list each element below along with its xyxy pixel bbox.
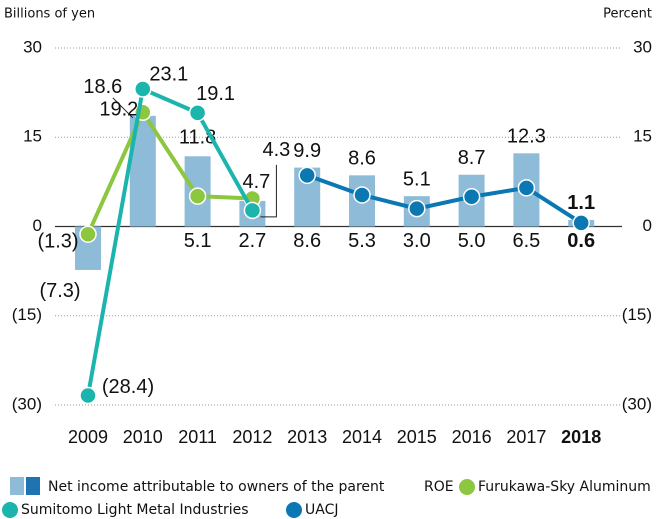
y-tick-label: 30 — [23, 37, 42, 56]
point — [572, 214, 590, 232]
x-tick-label: 2011 — [178, 427, 217, 447]
y2-tick-label: (15) — [622, 305, 652, 324]
data-label: 4.3 — [262, 139, 290, 161]
data-label: 5.1 — [403, 168, 431, 190]
legend-swatch — [459, 479, 475, 495]
y-tick-label: (15) — [12, 305, 42, 324]
line — [86, 110, 253, 236]
y-tick-label: 15 — [23, 127, 42, 146]
legend-label: Net income attributable to owners of the… — [48, 479, 385, 495]
data-label: (7.3) — [39, 280, 80, 302]
legend-label: Furukawa-Sky Aluminum — [478, 479, 651, 495]
data-label: 19.1 — [196, 83, 235, 105]
point — [188, 104, 207, 122]
legend-swatch — [286, 502, 302, 518]
y-tick-label: (30) — [12, 394, 42, 413]
data-label: 5.1 — [184, 230, 212, 252]
data-label: 9.9 — [293, 140, 321, 162]
data-label: 8.6 — [348, 148, 376, 170]
y2-tick-label: 15 — [633, 127, 652, 146]
legend-label: Sumitomo Light Metal Industries — [21, 502, 249, 518]
data-label: 5.3 — [348, 230, 376, 252]
leader-line — [260, 164, 277, 218]
x-tick-label: 2009 — [68, 427, 108, 447]
y2-tick-label: 0 — [643, 216, 652, 235]
x-tick-label: 2018 — [561, 427, 601, 447]
y2-tick-label: 30 — [633, 37, 652, 56]
x-tick-label: 2013 — [287, 427, 327, 447]
data-label: 12.3 — [507, 126, 546, 148]
data-label: 5.0 — [458, 230, 486, 252]
data-label: (1.3) — [37, 231, 78, 253]
y2-tick-label: (30) — [622, 394, 652, 413]
point — [408, 199, 426, 218]
point — [79, 386, 97, 405]
point — [134, 80, 152, 98]
point — [517, 179, 536, 197]
data-label: 4.7 — [242, 171, 270, 193]
data-label: 2.7 — [238, 230, 266, 252]
x-tick-label: 2014 — [342, 427, 382, 447]
x-tick-label: 2012 — [232, 427, 272, 447]
data-label: 3.0 — [403, 230, 431, 252]
point — [298, 166, 316, 185]
legend-swatch — [26, 477, 40, 495]
point — [462, 188, 481, 206]
y-axis-label: Billions of yen — [4, 7, 95, 22]
point — [79, 225, 97, 243]
legend-label: UACJ — [305, 502, 338, 518]
leader-line — [112, 97, 134, 119]
data-label: 18.6 — [83, 76, 122, 98]
data-label: (28.4) — [102, 376, 154, 398]
line — [86, 87, 255, 396]
y2-axis-label: Percent — [603, 7, 652, 22]
x-tick-label: 2017 — [506, 427, 546, 447]
point — [188, 187, 207, 205]
data-label: 0.6 — [567, 230, 595, 252]
legend-title: ROE — [424, 479, 454, 495]
data-label: 1.1 — [567, 192, 595, 214]
point — [243, 201, 262, 220]
data-label: 6.5 — [512, 230, 540, 252]
point — [353, 186, 371, 204]
data-label: 23.1 — [149, 63, 188, 85]
x-tick-label: 2015 — [397, 427, 437, 447]
legend-swatch — [10, 477, 24, 495]
line — [306, 173, 583, 225]
y-tick-label: 0 — [33, 216, 42, 235]
legend-swatch — [2, 502, 18, 518]
data-label: 8.6 — [293, 230, 321, 252]
x-tick-label: 2010 — [123, 427, 163, 447]
data-label: 19.2 — [99, 99, 138, 121]
x-tick-label: 2016 — [452, 427, 492, 447]
data-label: 8.7 — [458, 147, 486, 169]
